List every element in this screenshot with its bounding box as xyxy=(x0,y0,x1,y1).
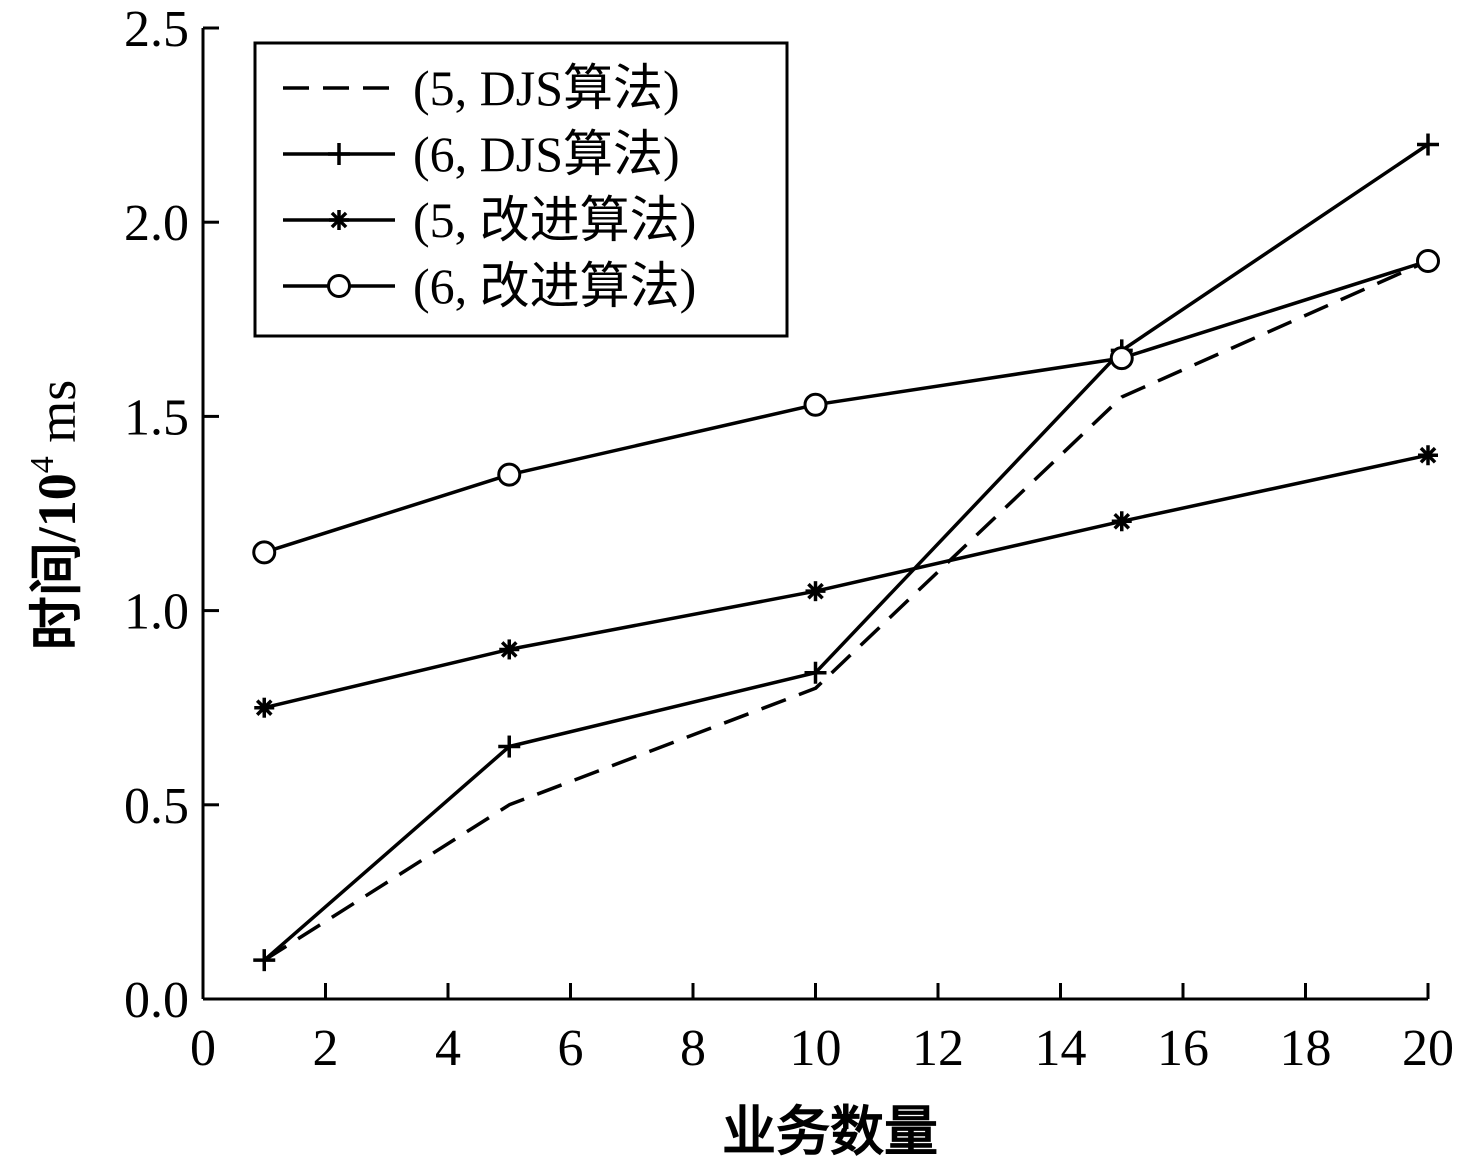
axes: 0 2 4 6 8 10 12 14 16 18 20 0.0 0.5 1.0 1.5 2.0 2.5 xyxy=(124,1,1454,1077)
asterisk-stroke xyxy=(1419,446,1437,464)
asterisk-stroke xyxy=(330,211,348,229)
y-tick-label: 2.0 xyxy=(124,195,189,252)
legend-label: (5, 改进算法) xyxy=(413,192,696,248)
legend-label: (6, DJS算法) xyxy=(413,126,680,182)
circle-marker xyxy=(327,274,351,298)
x-tick-label: 2 xyxy=(313,1020,339,1077)
circle-marker xyxy=(803,392,828,417)
y-tick-label: 2.5 xyxy=(124,1,189,58)
x-tick-label: 16 xyxy=(1157,1020,1209,1077)
series-3 xyxy=(254,445,1438,718)
x-tick-label: 20 xyxy=(1402,1020,1454,1077)
y-axis-title: 时间/104 ms xyxy=(24,380,87,651)
x-tick-label: 8 xyxy=(680,1020,706,1077)
series-line xyxy=(263,259,1429,962)
circle-marker xyxy=(1109,346,1134,371)
legend-item: (6, DJS算法) xyxy=(283,126,680,182)
circle-marker xyxy=(1416,249,1440,274)
asterisk-marker xyxy=(499,639,520,660)
asterisk-marker xyxy=(1111,511,1132,532)
legend-label: (6, 改进算法) xyxy=(413,258,696,314)
legend-label: (5, DJS算法) xyxy=(413,60,680,116)
x-tick-label: 14 xyxy=(1035,1020,1087,1077)
y-tick-label: 0.0 xyxy=(124,972,189,1029)
series-1 xyxy=(263,259,1429,962)
asterisk-marker xyxy=(1418,445,1438,466)
x-tick-label: 0 xyxy=(190,1020,216,1077)
asterisk-marker xyxy=(254,697,275,718)
x-tick-label: 10 xyxy=(790,1020,842,1077)
asterisk-stroke xyxy=(1113,512,1131,530)
y-tick-label: 0.5 xyxy=(124,778,189,835)
plot-area xyxy=(252,133,1440,972)
circle-marker xyxy=(497,462,522,487)
y-tick-label: 1.0 xyxy=(124,584,189,641)
legend-item: (6, 改进算法) xyxy=(283,258,696,314)
asterisk-marker xyxy=(805,581,826,602)
x-tick-label: 12 xyxy=(912,1020,964,1077)
circle-marker xyxy=(252,540,277,565)
series-line xyxy=(263,453,1429,710)
y-axis-title-unit: ms xyxy=(27,380,87,457)
asterisk-stroke xyxy=(500,641,518,658)
y-tick-label: 1.5 xyxy=(124,389,189,446)
x-tick-label: 6 xyxy=(558,1020,584,1077)
series-4 xyxy=(252,249,1440,565)
y-axis-title-superscript: 4 xyxy=(24,456,61,473)
x-axis-title: 业务数量 xyxy=(722,1102,938,1162)
x-tick-label: 18 xyxy=(1280,1020,1332,1077)
legend-item: (5, DJS算法) xyxy=(283,60,680,116)
legend-item: (5, 改进算法) xyxy=(283,192,696,248)
legend: (5, DJS算法) (6, DJS算法) (5, 改进算法) (6, 改进算法) xyxy=(253,41,789,338)
y-axis-title-main: 时间/10 xyxy=(27,473,87,650)
x-tick-label: 4 xyxy=(435,1020,461,1077)
asterisk-stroke xyxy=(807,582,824,600)
asterisk-marker xyxy=(329,210,349,230)
asterisk-stroke xyxy=(255,699,273,717)
